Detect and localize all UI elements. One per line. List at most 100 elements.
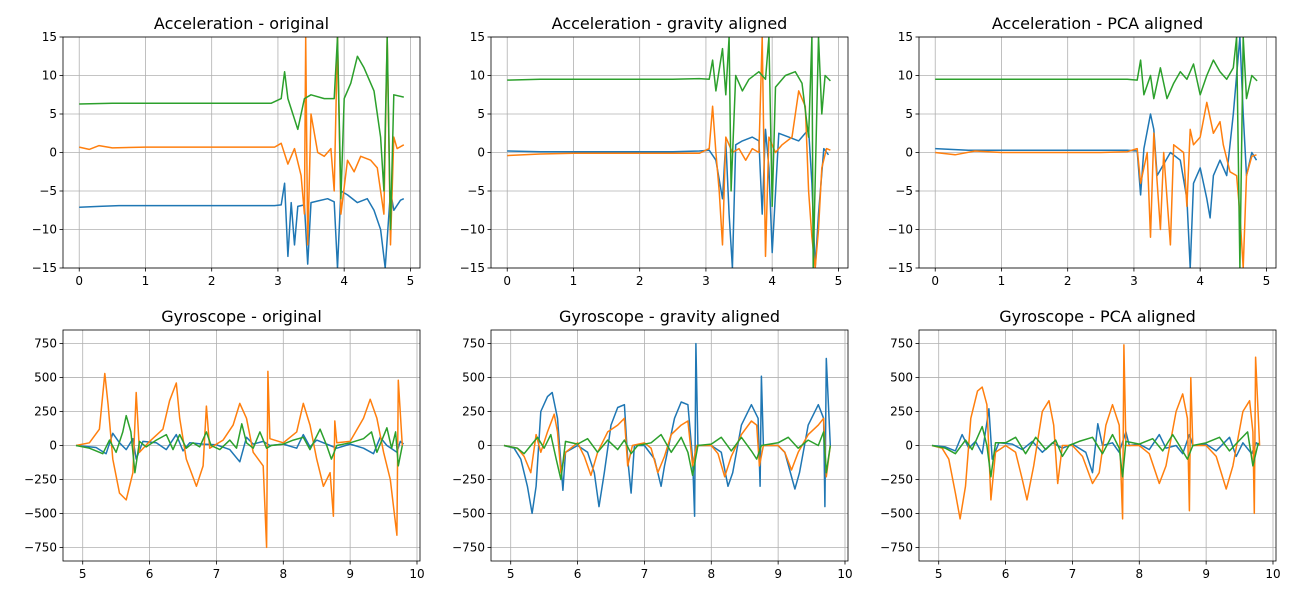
y-tick-label: 0 <box>49 146 57 160</box>
chart-title: Acceleration - original <box>154 14 329 33</box>
chart-title: Gyroscope - gravity aligned <box>559 307 780 326</box>
y-tick-label: 10 <box>898 69 913 83</box>
x-tick-label: 7 <box>213 567 221 581</box>
x-tick-label: 0 <box>931 274 939 288</box>
x-tick-label: 9 <box>774 567 782 581</box>
series-line-2 <box>79 37 405 246</box>
y-tick-label: −250 <box>24 472 57 486</box>
x-tick-label: 10 <box>837 567 852 581</box>
y-tick-label: 5 <box>477 107 485 121</box>
x-tick-label: 7 <box>641 567 649 581</box>
x-tick-label: 9 <box>346 567 354 581</box>
chart-title: Acceleration - PCA aligned <box>992 14 1203 33</box>
subplot-6: 5 6 7 8 9 10 −750 −500 −250 0 250 500 750 Gyroscope -… <box>880 307 1281 581</box>
x-tick-label: 2 <box>1064 274 1072 288</box>
y-tick-label: 5 <box>905 107 913 121</box>
series-line-3 <box>75 414 404 474</box>
series-line-3 <box>931 425 1260 478</box>
x-tick-label: 4 <box>768 274 776 288</box>
y-tick-label: 15 <box>470 30 485 44</box>
y-tick-label: 500 <box>462 371 485 385</box>
x-tick-label: 3 <box>702 274 710 288</box>
x-tick-label: 5 <box>835 274 843 288</box>
x-tick-label: 1 <box>998 274 1006 288</box>
x-tick-label: 5 <box>507 567 515 581</box>
y-tick-label: −10 <box>460 223 485 237</box>
x-tick-label: 5 <box>407 274 415 288</box>
y-tick-label: −15 <box>460 261 485 275</box>
x-tick-label: 6 <box>1002 567 1010 581</box>
x-tick-label: 8 <box>707 567 715 581</box>
y-tick-label: 10 <box>42 69 57 83</box>
x-tick-label: 1 <box>570 274 578 288</box>
series-line-3 <box>935 37 1258 268</box>
y-tick-label: −5 <box>39 184 57 198</box>
y-tick-label: 5 <box>49 107 57 121</box>
subplot-1: 0 1 2 3 4 5 −15 −10 −5 0 5 10 15 Acceleration - origi… <box>32 14 421 288</box>
y-tick-label: 250 <box>890 405 913 419</box>
y-tick-label: 15 <box>898 30 913 44</box>
x-tick-label: 2 <box>208 274 216 288</box>
y-tick-label: −500 <box>452 506 485 520</box>
chart-title: Acceleration - gravity aligned <box>552 14 788 33</box>
y-tick-label: 0 <box>477 146 485 160</box>
subplot-4: 5 6 7 8 9 10 −750 −500 −250 0 250 500 750 Gyroscope -… <box>24 307 425 581</box>
x-tick-label: 1 <box>142 274 150 288</box>
x-tick-label: 4 <box>1196 274 1204 288</box>
series-line-2 <box>503 413 832 478</box>
x-tick-label: 10 <box>1265 567 1280 581</box>
y-tick-label: −500 <box>24 506 57 520</box>
subplot-2: 0 1 2 3 4 5 −15 −10 −5 0 5 10 15 Acceleration - gravi… <box>460 14 849 288</box>
series-line-3 <box>79 37 404 231</box>
series-line-1 <box>503 342 832 517</box>
x-tick-label: 8 <box>279 567 287 581</box>
y-tick-label: 0 <box>905 439 913 453</box>
x-tick-label: 3 <box>274 274 282 288</box>
x-tick-label: 7 <box>1069 567 1077 581</box>
chart-title: Gyroscope - PCA aligned <box>999 307 1196 326</box>
y-tick-label: 500 <box>890 371 913 385</box>
x-tick-label: 8 <box>1135 567 1143 581</box>
y-tick-label: 0 <box>477 439 485 453</box>
y-tick-label: −750 <box>452 540 485 554</box>
series-line-1 <box>935 37 1258 268</box>
chart-title: Gyroscope - original <box>161 307 322 326</box>
y-tick-label: 750 <box>34 337 57 351</box>
y-tick-label: 750 <box>462 337 485 351</box>
x-tick-label: 10 <box>409 567 424 581</box>
y-tick-label: 10 <box>470 69 485 83</box>
y-tick-label: −500 <box>880 506 913 520</box>
y-tick-label: −10 <box>888 223 913 237</box>
x-tick-label: 0 <box>75 274 83 288</box>
x-tick-label: 4 <box>340 274 348 288</box>
series-line-2 <box>931 344 1261 520</box>
y-tick-label: −750 <box>24 540 57 554</box>
subplot-5: 5 6 7 8 9 10 −750 −500 −250 0 250 500 750 Gyroscope -… <box>452 307 853 581</box>
x-tick-label: 0 <box>503 274 511 288</box>
y-tick-label: −750 <box>880 540 913 554</box>
y-tick-label: −5 <box>467 184 485 198</box>
y-tick-label: −250 <box>880 472 913 486</box>
y-tick-label: −15 <box>32 261 57 275</box>
series-line-2 <box>935 101 1257 268</box>
series-line-3 <box>507 37 831 268</box>
series-line-1 <box>507 128 830 268</box>
series-line-1 <box>79 182 405 268</box>
y-tick-label: 250 <box>34 405 57 419</box>
y-tick-label: 15 <box>42 30 57 44</box>
y-tick-label: 750 <box>890 337 913 351</box>
series-line-2 <box>75 370 404 549</box>
x-tick-label: 6 <box>146 567 154 581</box>
x-tick-label: 6 <box>574 567 582 581</box>
y-tick-label: −250 <box>452 472 485 486</box>
x-tick-label: 9 <box>1202 567 1210 581</box>
y-tick-label: 500 <box>34 371 57 385</box>
subplot-3: 0 1 2 3 4 5 −15 −10 −5 0 5 10 15 Acceleration - PCA a… <box>888 14 1277 288</box>
y-tick-label: 0 <box>905 146 913 160</box>
y-tick-label: 250 <box>462 405 485 419</box>
series-line-3 <box>503 431 832 481</box>
x-tick-label: 2 <box>636 274 644 288</box>
series-line-2 <box>507 37 831 268</box>
